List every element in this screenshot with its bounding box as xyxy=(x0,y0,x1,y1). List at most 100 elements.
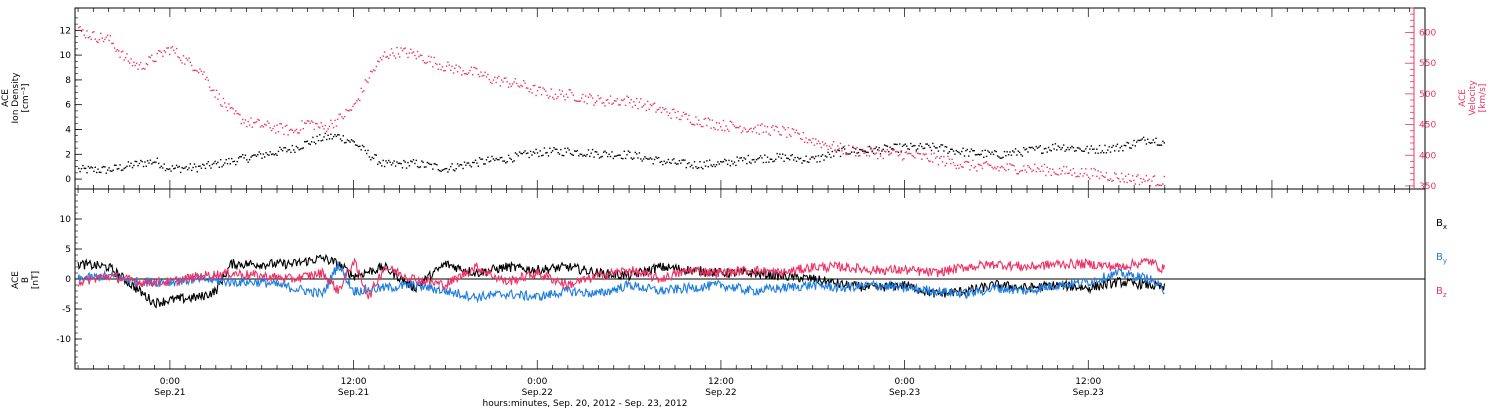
velocity-point xyxy=(352,105,354,108)
density-point xyxy=(904,143,906,145)
velocity-point xyxy=(1013,165,1015,167)
velocity-point xyxy=(242,118,244,121)
density-point xyxy=(901,145,904,148)
velocity-point xyxy=(863,152,865,154)
velocity-point xyxy=(248,124,251,126)
velocity-point xyxy=(189,61,191,63)
density-point xyxy=(498,159,500,161)
velocity-point xyxy=(721,129,723,131)
velocity-point xyxy=(867,146,869,148)
density-point xyxy=(321,139,324,141)
density-point xyxy=(744,158,747,160)
velocity-point xyxy=(640,98,642,100)
velocity-point xyxy=(826,145,828,147)
density-point xyxy=(1159,144,1161,146)
velocity-point xyxy=(563,95,565,97)
velocity-point xyxy=(686,118,689,120)
velocity-point xyxy=(1006,163,1008,165)
velocity-point xyxy=(368,77,371,79)
density-point xyxy=(275,153,277,155)
density-point xyxy=(281,150,284,152)
density-point xyxy=(119,164,121,166)
density-point xyxy=(1016,154,1018,156)
velocity-point xyxy=(319,127,321,129)
velocity-point xyxy=(656,109,658,111)
density-point xyxy=(116,168,118,170)
density-point xyxy=(1027,151,1029,153)
velocity-point xyxy=(513,81,515,83)
density-point xyxy=(115,164,117,166)
velocity-point xyxy=(359,99,361,102)
density-point xyxy=(863,150,865,152)
velocity-point xyxy=(1056,173,1058,175)
velocity-point xyxy=(1115,173,1117,175)
density-point xyxy=(445,167,448,170)
density-point xyxy=(1075,149,1077,152)
density-point xyxy=(488,161,490,163)
velocity-point xyxy=(647,100,649,103)
density-point xyxy=(390,164,393,166)
density-point xyxy=(352,140,354,142)
density-point xyxy=(367,149,369,152)
density-point xyxy=(688,162,690,164)
density-point xyxy=(246,159,248,161)
velocity-point xyxy=(375,65,377,68)
density-point xyxy=(899,143,901,145)
density-point xyxy=(360,149,362,151)
density-point xyxy=(1096,148,1098,150)
density-point xyxy=(616,154,619,157)
velocity-point xyxy=(801,138,803,140)
density-point xyxy=(673,158,675,160)
density-point xyxy=(1134,145,1136,147)
density-point xyxy=(335,135,338,138)
density-point xyxy=(428,162,430,165)
velocity-point xyxy=(467,72,470,74)
velocity-point xyxy=(156,52,158,55)
velocity-point xyxy=(900,151,902,153)
velocity-point xyxy=(564,99,566,101)
density-point xyxy=(990,153,992,155)
density-point xyxy=(543,147,546,149)
density-point xyxy=(885,145,887,147)
density-point xyxy=(889,146,891,148)
density-point xyxy=(301,147,303,150)
velocity-point xyxy=(641,106,643,108)
density-point xyxy=(612,157,614,160)
velocity-point xyxy=(463,73,466,75)
velocity-point xyxy=(353,103,355,105)
velocity-point xyxy=(691,123,693,125)
density-point xyxy=(857,151,860,154)
density-point xyxy=(1091,148,1094,151)
velocity-point xyxy=(634,104,636,106)
velocity-point xyxy=(720,126,722,128)
velocity-point xyxy=(591,97,594,99)
density-tick-label: 2 xyxy=(65,150,71,160)
velocity-point xyxy=(839,142,842,145)
velocity-point xyxy=(310,120,313,122)
velocity-point xyxy=(272,127,274,130)
velocity-point xyxy=(364,79,366,81)
velocity-point xyxy=(422,59,424,62)
velocity-point xyxy=(200,70,203,72)
density-point xyxy=(272,153,274,155)
density-point xyxy=(961,150,963,153)
b-tick-label: -10 xyxy=(56,335,71,345)
density-point xyxy=(879,153,882,155)
velocity-point xyxy=(414,54,416,57)
density-point xyxy=(761,157,763,159)
density-point xyxy=(112,169,114,171)
velocity-point xyxy=(965,160,967,163)
velocity-point xyxy=(702,125,704,128)
velocity-point xyxy=(1049,168,1051,170)
velocity-point xyxy=(704,117,707,120)
velocity-point xyxy=(1108,179,1110,182)
velocity-point xyxy=(290,128,292,131)
density-point xyxy=(1145,143,1148,145)
velocity-point xyxy=(328,125,331,127)
density-point xyxy=(890,148,893,150)
density-point xyxy=(141,160,143,163)
velocity-point xyxy=(830,147,832,149)
velocity-point xyxy=(1162,183,1164,185)
velocity-point xyxy=(571,91,573,94)
density-point xyxy=(1138,139,1141,142)
